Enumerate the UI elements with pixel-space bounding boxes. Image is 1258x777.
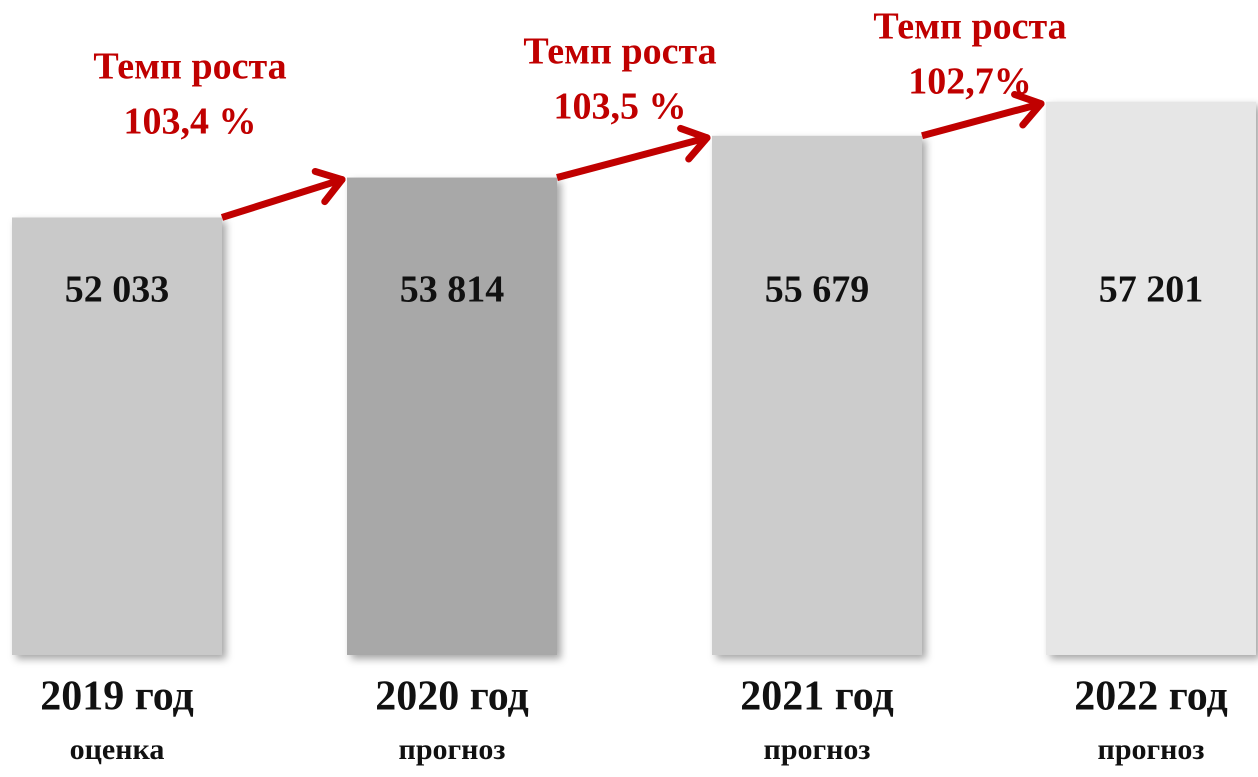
bar xyxy=(347,177,557,655)
arrow-head xyxy=(1019,100,1045,129)
annotation: 103,5 % xyxy=(554,86,687,128)
arrow-shaft xyxy=(921,100,1042,140)
arrow-shaft xyxy=(220,176,344,221)
annotation: Темп роста xyxy=(93,46,286,88)
arrow-head xyxy=(677,124,711,142)
x-sublabel: оценка xyxy=(70,733,165,766)
annotation: 102,7% xyxy=(908,61,1032,103)
arrow-head xyxy=(1011,90,1045,108)
bar xyxy=(1046,101,1256,655)
arrow-head xyxy=(311,167,346,184)
arrow-shaft xyxy=(556,134,708,181)
value-label: 55 679 xyxy=(765,269,870,311)
x-sublabel: прогноз xyxy=(1098,733,1205,766)
arrow-head xyxy=(321,176,346,206)
x-tick-label: 2020 год xyxy=(375,674,529,720)
value-label: 57 201 xyxy=(1099,269,1204,311)
x-sublabel: прогноз xyxy=(764,733,871,766)
x-tick-label: 2019 год xyxy=(40,674,194,720)
annotation: Темп роста xyxy=(873,6,1066,48)
bar xyxy=(712,135,922,655)
bar xyxy=(12,217,222,655)
annotation: Темп роста xyxy=(523,31,716,73)
x-tick-label: 2022 год xyxy=(1074,674,1228,720)
x-sublabel: прогноз xyxy=(399,733,506,766)
value-label: 52 033 xyxy=(65,269,170,311)
value-label: 53 814 xyxy=(400,269,505,311)
x-tick-label: 2021 год xyxy=(740,674,894,720)
annotation: 103,4 % xyxy=(124,101,257,143)
arrow-head xyxy=(685,134,711,163)
